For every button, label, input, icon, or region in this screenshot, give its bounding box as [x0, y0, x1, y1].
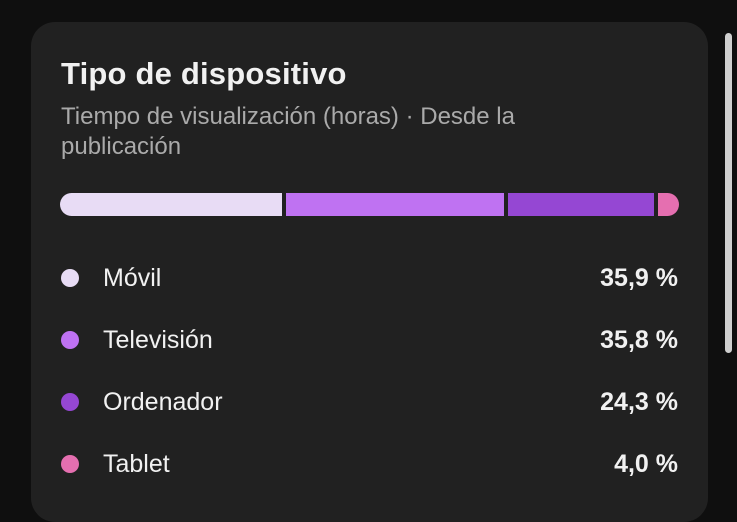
scrollbar[interactable]	[725, 33, 732, 353]
legend-label: Televisión	[103, 325, 213, 354]
legend-item-television: Televisión 35,8 %	[61, 309, 678, 371]
legend-item-ordenador: Ordenador 24,3 %	[61, 371, 678, 433]
legend-value: 35,8 %	[600, 325, 678, 354]
legend-value: 4,0 %	[614, 449, 678, 478]
device-legend: Móvil 35,9 % Televisión 35,8 % Ordenador…	[61, 247, 678, 495]
device-share-bar	[60, 193, 679, 216]
bar-segment-tablet	[654, 193, 679, 216]
legend-item-movil: Móvil 35,9 %	[61, 247, 678, 309]
card-subtitle: Tiempo de visualización (horas) · Desde …	[61, 103, 515, 160]
legend-item-tablet: Tablet 4,0 %	[61, 433, 678, 495]
color-dot-icon	[61, 393, 79, 411]
color-dot-icon	[61, 269, 79, 287]
bar-segment-ordenador	[503, 193, 655, 216]
legend-label: Ordenador	[103, 387, 223, 416]
bar-segment-movil	[60, 193, 283, 216]
color-dot-icon	[61, 331, 79, 349]
card-title: Tipo de dispositivo	[61, 56, 347, 91]
color-dot-icon	[61, 455, 79, 473]
bar-segment-television	[282, 193, 504, 216]
legend-label: Tablet	[103, 449, 170, 478]
device-type-card: Tipo de dispositivo Tiempo de visualizac…	[31, 22, 708, 522]
legend-value: 35,9 %	[600, 263, 678, 292]
legend-value: 24,3 %	[600, 387, 678, 416]
legend-label: Móvil	[103, 263, 162, 292]
